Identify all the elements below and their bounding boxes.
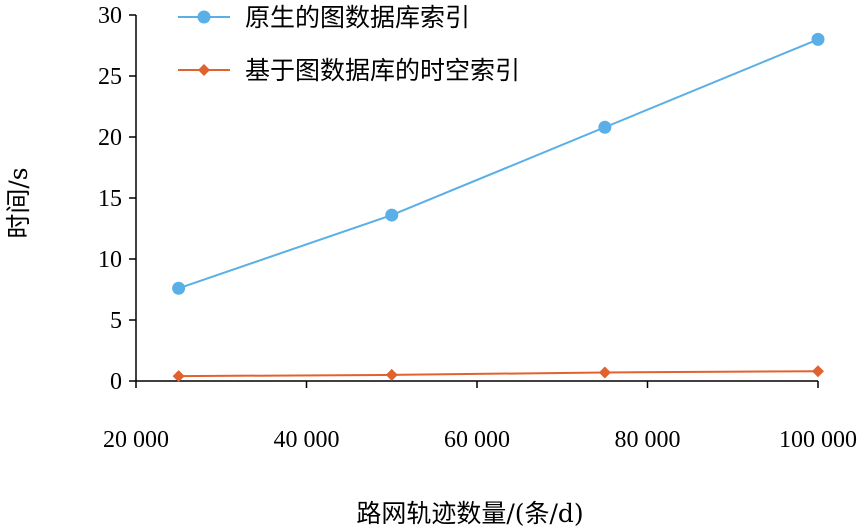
legend-item-2: 基于图数据库的时空索引 (178, 56, 520, 85)
legend-label: 原生的图数据库索引 (245, 3, 470, 32)
series-line (178, 38, 819, 290)
data-point (172, 370, 185, 383)
x-ticks: 20 000 40 000 60 000 80 000 100 000 (103, 381, 857, 453)
x-tick-label: 100 000 (779, 427, 857, 453)
series-2 (172, 365, 824, 383)
data-point (385, 368, 398, 381)
x-tick-label: 80 000 (615, 427, 681, 453)
x-tick-label: 60 000 (444, 427, 510, 453)
y-ticks: 0 5 10 15 20 25 30 (98, 3, 136, 395)
legend-label: 基于图数据库的时空索引 (245, 56, 520, 85)
data-point (598, 120, 612, 134)
x-axis-title: 路网轨迹数量/(条/d) (356, 499, 583, 528)
data-point (172, 281, 186, 295)
x-tick-label: 40 000 (274, 427, 340, 453)
data-point (598, 366, 611, 379)
y-tick-label: 5 (110, 308, 122, 334)
legend-marker (197, 10, 211, 24)
series-layer (172, 32, 825, 383)
legend-item-1: 原生的图数据库索引 (178, 3, 470, 32)
x-tick-label: 20 000 (103, 427, 169, 453)
y-tick-label: 25 (98, 64, 122, 90)
y-axis-title: 时间/s (4, 167, 33, 238)
data-point (385, 208, 399, 222)
y-tick-label: 15 (98, 186, 122, 212)
y-tick-label: 20 (98, 125, 122, 151)
data-point (812, 365, 824, 378)
data-point (811, 32, 825, 46)
series-line (178, 370, 819, 378)
y-tick-label: 10 (98, 247, 122, 273)
y-tick-label: 0 (110, 369, 122, 395)
legend-marker (198, 64, 210, 76)
y-tick-label: 30 (98, 3, 122, 29)
series-1 (172, 32, 825, 295)
